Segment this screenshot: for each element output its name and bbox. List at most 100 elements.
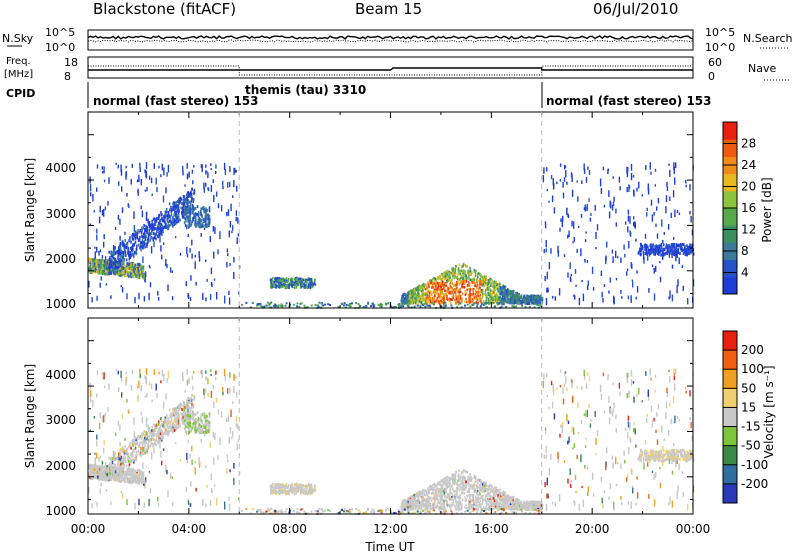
power-cell [495, 281, 497, 284]
power-cell [529, 300, 531, 304]
power-cell [122, 242, 125, 246]
velocity-cell [144, 375, 146, 380]
power-cell [573, 221, 575, 229]
power-cell [609, 277, 611, 283]
velocity-cell [229, 427, 232, 434]
velocity-cell [674, 415, 676, 424]
power-cell [122, 264, 124, 268]
power-cell [414, 287, 416, 291]
power-cell [88, 257, 90, 261]
power-cell [504, 291, 506, 294]
power-cell [662, 254, 664, 260]
power-cell [437, 301, 440, 304]
velocity-cell [615, 414, 617, 420]
power-cell [260, 305, 263, 308]
power-cell [649, 162, 651, 168]
velocity-cell [588, 404, 590, 408]
power-cell [274, 304, 277, 306]
power-cell [117, 252, 119, 256]
power-cell [498, 296, 500, 299]
power-cell [671, 294, 674, 302]
velocity-cell [133, 431, 136, 439]
power-cell [160, 223, 162, 227]
velocity-cell [233, 386, 235, 394]
power-cell [143, 224, 145, 227]
power-cell [452, 268, 454, 272]
power-cell [146, 230, 148, 234]
velocity-cell [142, 476, 145, 480]
power-cell [222, 185, 224, 190]
power-cell [186, 224, 188, 228]
power-cell [94, 266, 97, 270]
velocity-cell [185, 487, 187, 493]
velocity-cell [187, 439, 189, 443]
power-cell [458, 263, 460, 266]
velocity-cell [182, 376, 184, 382]
velocity-cell [187, 500, 190, 505]
power-cell [102, 270, 104, 273]
power-cell [624, 253, 626, 258]
power-cell [204, 224, 206, 228]
power-cell [506, 293, 509, 296]
power-cell [282, 285, 284, 288]
velocity-cell [229, 372, 231, 379]
power-cell [418, 299, 421, 303]
power-cell [184, 209, 186, 213]
power-cell [150, 177, 153, 184]
power-cell [647, 256, 649, 261]
power-cell [133, 234, 135, 238]
power-cell [153, 222, 156, 226]
power-cell [111, 255, 114, 258]
power-cell [436, 291, 439, 294]
power-cell [462, 279, 465, 283]
velocity-cell [628, 447, 630, 455]
power-cell [410, 295, 413, 299]
power-cell [674, 250, 676, 254]
power-cell [429, 279, 431, 282]
velocity-cell [151, 430, 153, 438]
power-cell [504, 297, 506, 300]
power-cell [660, 253, 662, 257]
velocity-cell [191, 375, 194, 380]
power-cell [190, 199, 193, 203]
velocity-cell [603, 490, 606, 493]
power-cell [484, 291, 487, 294]
power-cell [89, 270, 91, 273]
power-cell [146, 240, 149, 244]
power-cell [153, 163, 155, 169]
power-cell [448, 288, 451, 292]
power-cell [525, 302, 527, 305]
velocity-cell [587, 372, 589, 376]
velocity-cell [101, 372, 103, 376]
power-cell [96, 164, 99, 169]
power-cell [524, 306, 527, 308]
power-cell [537, 300, 539, 303]
power-cell [581, 180, 583, 185]
power-cell [525, 300, 528, 304]
velocity-cell [596, 430, 599, 437]
power-cell [192, 208, 194, 212]
power-cell [176, 216, 178, 220]
power-cell [171, 222, 173, 225]
velocity-cell [665, 401, 668, 409]
power-cell [506, 301, 509, 304]
power-cell [496, 297, 499, 300]
power-cell [94, 251, 96, 259]
power-cell [498, 302, 501, 305]
power-cell [441, 277, 444, 281]
power-cell [176, 206, 178, 210]
power-cell [582, 293, 585, 302]
velocity-cell [167, 490, 169, 498]
power-cell [177, 200, 179, 203]
power-cell [487, 279, 490, 282]
power-cell [276, 285, 278, 288]
power-cell [493, 305, 496, 308]
power-cell [544, 275, 546, 282]
velocity-cell [125, 475, 127, 479]
velocity-cell [554, 502, 556, 507]
power-cell [116, 256, 119, 260]
power-cell [310, 304, 313, 307]
power-cell [191, 203, 194, 207]
power-cell [682, 252, 685, 255]
power-cell [182, 198, 185, 202]
